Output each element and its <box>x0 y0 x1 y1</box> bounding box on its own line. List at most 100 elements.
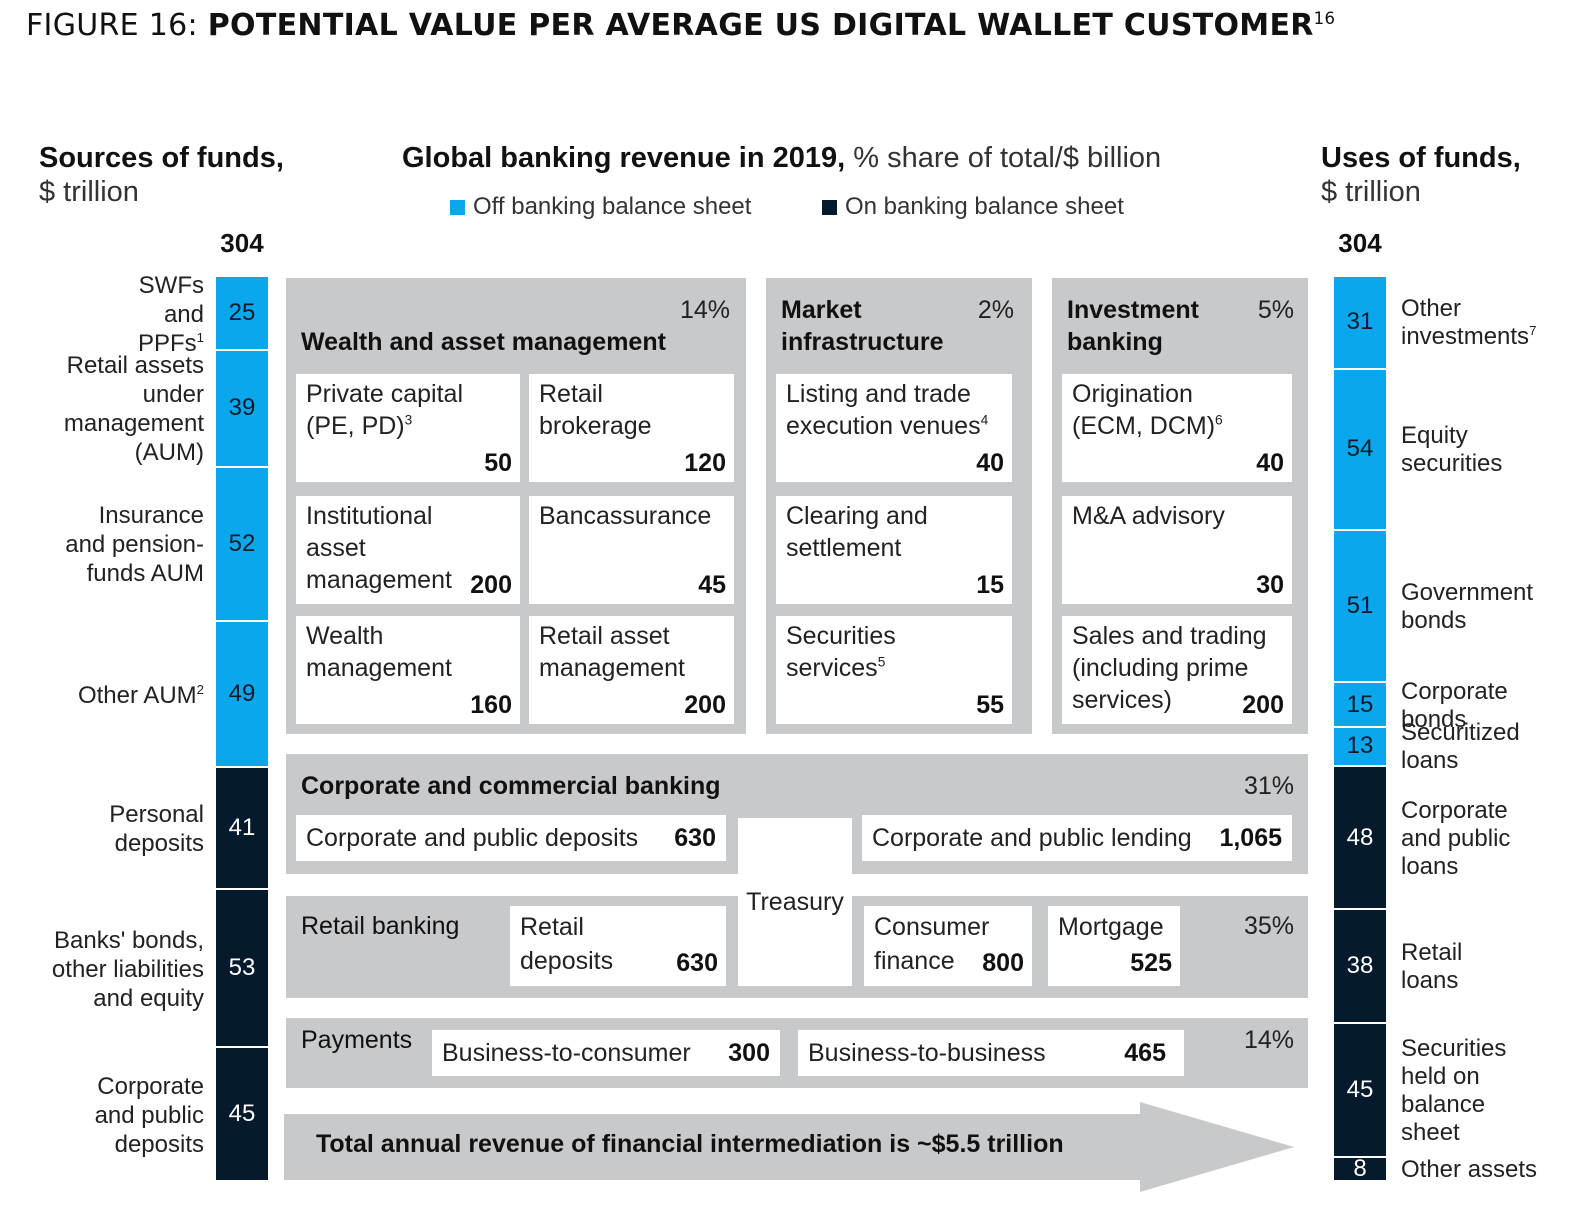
cell-label: Listing and trade execution venues4 <box>786 380 989 440</box>
uses-unit: $ trillion <box>1321 176 1421 208</box>
panel-payments-title: Payments <box>301 1026 413 1054</box>
panel-wealth-pct: 14% <box>679 296 730 324</box>
panel-investment-pct: 5% <box>1257 296 1294 324</box>
cell-value: 160 <box>470 691 512 719</box>
sources-label-insurance-and-pension-funds-aum: Insurance and pension-funds AUM <box>54 501 204 588</box>
sources-label-corporate-and-public-deposits: Corporate and public deposits <box>74 1072 204 1159</box>
legend-off-swatch <box>450 199 465 215</box>
uses-label-text: Other investments <box>1401 295 1530 351</box>
legend-on-label: On banking balance sheet <box>845 193 1124 220</box>
sources-label-retail-assets-under-management-aum: Retail assets under management (AUM) <box>44 351 204 467</box>
uses-segment-value: 54 <box>1346 435 1374 463</box>
cell-mortgage: Mortgage 525 <box>1048 906 1180 986</box>
cell-label: Private capital (PE, PD)3 <box>306 380 464 440</box>
panel-investment-title: Investment banking <box>1067 296 1199 356</box>
cell-value: 15 <box>976 571 1004 599</box>
uses-label-securitized-loans: Securitized loans <box>1401 719 1531 775</box>
panel-wealth-title: Wealth and asset management <box>301 328 666 356</box>
footnote-marker: 4 <box>980 412 989 428</box>
uses-title: Uses of funds, <box>1321 142 1521 174</box>
sources-label-text: Insurance and pension-funds AUM <box>65 502 204 588</box>
sources-label-other-aum: Other AUM2 <box>20 681 204 710</box>
sources-labels: SWFs and PPFs1 Retail assets under manage… <box>20 0 204 1224</box>
uses-segment-other-investments: 31 <box>1334 277 1386 370</box>
cell-value: 800 <box>982 949 1024 977</box>
sources-segment-banks-bonds-other-liabilities-and-equity: 53 <box>216 890 268 1049</box>
panel-payments-pct: 14% <box>1243 1026 1294 1054</box>
panel-market-title: Market infrastructure <box>781 296 944 356</box>
sources-segment-retail-assets-under-management-aum: 39 <box>216 351 268 468</box>
uses-total: 304 <box>1338 228 1382 258</box>
panel-wealth: Wealth and asset management 14% Private … <box>286 278 746 734</box>
cell-value: 630 <box>674 823 716 852</box>
uses-label-text: Securitized loans <box>1401 719 1520 775</box>
uses-label-text: Government bonds <box>1401 579 1534 635</box>
cell-retail-asset-management: Retail asset management 200 <box>529 616 734 724</box>
legend-on: On banking balance sheet <box>822 193 1124 221</box>
center-title: Global banking revenue in 2019, <box>402 142 846 174</box>
sources-segment-value: 41 <box>228 814 256 842</box>
sources-segment-personal-deposits: 41 <box>216 768 268 891</box>
sources-label-swfs-and-ppfs: SWFs and PPFs1 <box>94 271 204 358</box>
uses-segment-securitized-loans: 13 <box>1334 728 1386 767</box>
uses-segment-value: 8 <box>1353 1155 1367 1183</box>
cell-business-to-business: Business-to-business 465 <box>798 1030 1184 1076</box>
cell-label: Consumer finance <box>874 913 990 975</box>
center-header: Global banking revenue in 2019, % share … <box>402 141 1161 175</box>
uses-segment-value: 45 <box>1346 1075 1374 1103</box>
sources-label-text: SWFs and PPFs <box>137 271 204 357</box>
panel-retail-title: Retail banking <box>301 912 460 940</box>
panel-corporate-pct: 31% <box>1243 772 1294 800</box>
footnote-marker: 3 <box>404 412 413 428</box>
cell-value: 120 <box>684 449 726 477</box>
uses-label-text: Securities held on balance sheet <box>1401 1034 1507 1146</box>
panel-market-pct: 2% <box>977 296 1014 324</box>
panel-corporate-title: Corporate and commercial banking <box>301 772 721 800</box>
panel-market-infrastructure: Market infrastructure 2% Listing and tra… <box>766 278 1032 734</box>
cell-label: Wealth management <box>306 622 452 682</box>
footnote-marker: 5 <box>877 654 886 670</box>
uses-segment-retail-loans: 38 <box>1334 910 1386 1024</box>
sources-label-text: Corporate and public deposits <box>94 1072 204 1158</box>
cell-business-to-consumer: Business-to-consumer 300 <box>432 1030 780 1076</box>
sources-label-personal-deposits: Personal deposits <box>84 800 204 858</box>
cell-retail-deposits: Retail deposits 630 <box>510 906 726 986</box>
sources-segment-value: 52 <box>228 529 256 557</box>
cell-wealth-management: Wealth management 160 <box>296 616 520 724</box>
figure-title-text: POTENTIAL VALUE PER AVERAGE US DIGITAL W… <box>207 8 1314 43</box>
uses-segment-securities-held-on-balance-sheet: 45 <box>1334 1023 1386 1159</box>
uses-label-text: Corporate and public loans <box>1401 796 1511 880</box>
total-revenue-text: Total annual revenue of financial interm… <box>316 1130 1064 1158</box>
cell-corporate-deposits: Corporate and public deposits 630 <box>296 815 726 861</box>
cell-label: Institutional asset management <box>306 502 452 594</box>
cell-value: 200 <box>470 571 512 599</box>
cell-corporate-lending: Corporate and public lending 1,065 <box>862 815 1292 861</box>
uses-segment-value: 31 <box>1346 308 1374 336</box>
cell-label: M&A advisory <box>1072 502 1225 530</box>
cell-value: 200 <box>684 691 726 719</box>
cell-listing-trade-venues: Listing and trade execution venues4 40 <box>776 374 1012 482</box>
cell-label: Corporate and public deposits <box>306 823 639 852</box>
uses-segment-other-assets: 8 <box>1334 1155 1386 1183</box>
footnote-marker: 6 <box>1215 412 1223 428</box>
cell-retail-brokerage: Retail brokerage 120 <box>529 374 734 482</box>
cell-sales-trading: Sales and trading (including prime servi… <box>1062 616 1292 724</box>
sources-segment-insurance-and-pension-funds-aum: 52 <box>216 467 268 623</box>
panel-retail-pct: 35% <box>1243 912 1294 940</box>
footnote-marker: 7 <box>1529 323 1537 339</box>
uses-label-corporate-bonds: Corporate bonds <box>1401 678 1531 734</box>
sources-segment-other-aum: 49 <box>216 622 268 769</box>
cell-value: 200 <box>1242 691 1284 719</box>
cell-securities-services: Securities services5 55 <box>776 616 1012 724</box>
uses-segment-corporate-bonds: 15 <box>1334 683 1386 728</box>
sources-header: Sources of funds, $ trillion <box>39 141 284 209</box>
sources-label-text: Retail assets under management (AUM) <box>63 352 204 467</box>
cell-label: Sales and trading (including prime servi… <box>1072 622 1267 714</box>
cell-value: 40 <box>1256 449 1284 477</box>
sources-bar: 25 39 52 49 41 53 45 <box>216 277 268 1182</box>
uses-label-corporate-and-public-loans: Corporate and public loans <box>1401 797 1541 881</box>
total-revenue-arrow <box>284 1102 1294 1192</box>
cell-value: 525 <box>1130 949 1172 977</box>
cell-label: Business-to-business <box>808 1038 1046 1067</box>
cell-value: 630 <box>676 949 718 977</box>
